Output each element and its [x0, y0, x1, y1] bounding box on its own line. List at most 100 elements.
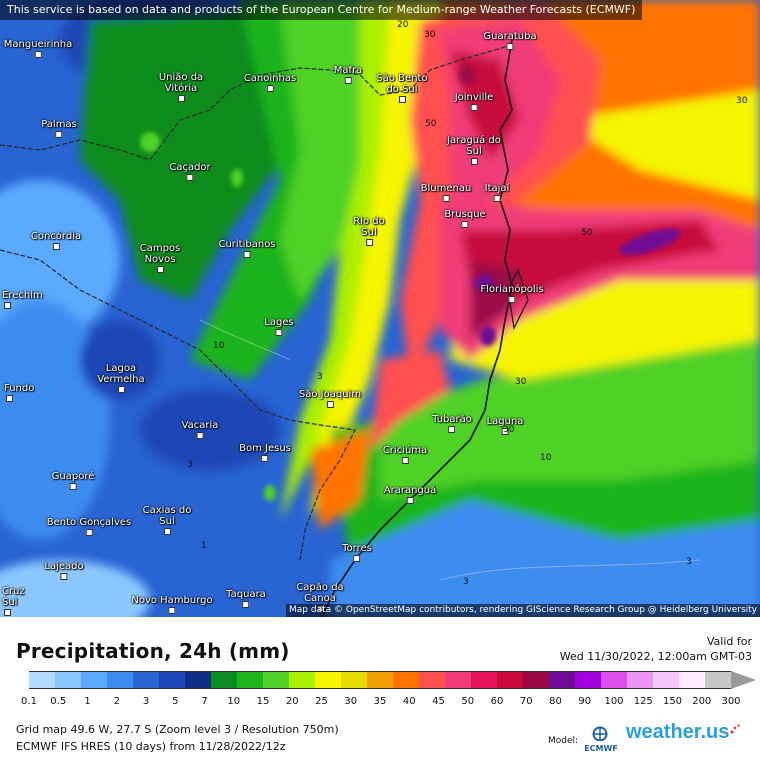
city-label[interactable]: Tubarão [432, 414, 472, 433]
scale-tick-label: 40 [402, 696, 416, 707]
color-swatch [185, 672, 211, 688]
color-swatch [107, 672, 133, 688]
color-swatch [549, 672, 575, 688]
contour-label: 1 [201, 541, 207, 551]
city-label[interactable]: Caçador [169, 162, 211, 181]
color-swatch [393, 672, 419, 688]
color-swatch [315, 672, 341, 688]
city-label[interactable]: Lajeado [44, 561, 84, 580]
city-marker-icon [242, 601, 250, 608]
ecmwf-logo-icon [592, 726, 608, 741]
city-label[interactable]: Bento Gonçalves [47, 517, 131, 536]
city-label[interactable]: Lagoa Vermelha [94, 363, 148, 393]
city-label[interactable]: São Joaquim [299, 389, 361, 408]
scale-tick-label: 25 [315, 696, 328, 707]
contour-label: 1 [123, 519, 129, 529]
weather-us-logo[interactable]: weather.us [626, 721, 741, 744]
city-marker-icon [186, 174, 194, 181]
contour-label: 30 [736, 96, 748, 106]
color-swatch [601, 672, 627, 688]
color-swatch [653, 672, 679, 688]
city-label[interactable]: Lages [264, 317, 294, 336]
city-label[interactable]: São Bento do Sul [369, 73, 435, 103]
scale-tick-label: 30 [344, 696, 358, 707]
scale-tick-label: 7 [201, 696, 208, 707]
city-label[interactable]: Canoinhas [244, 73, 296, 92]
city-label[interactable]: Mangueirinha [4, 39, 72, 58]
logo-main-text: weather. [626, 721, 707, 743]
city-label[interactable]: Caxias do Sul [140, 505, 194, 535]
city-label[interactable]: Criciúma [383, 445, 427, 464]
city-label[interactable]: Guaratuba [483, 31, 537, 50]
scale-tick-label: 15 [256, 696, 270, 707]
color-swatch [445, 672, 471, 688]
city-label[interactable]: Cruz Sul [2, 586, 32, 616]
contour-label: 3 [463, 577, 469, 587]
city-label[interactable]: Guaporé [52, 471, 94, 490]
logo-dots-icon [730, 724, 741, 734]
scale-tick-label: 1 [84, 696, 91, 707]
scale-tick-label: 125 [633, 696, 653, 707]
city-marker-icon [163, 528, 171, 535]
city-marker-icon [6, 395, 13, 402]
scale-tick-label: 2 [113, 696, 120, 707]
city-label[interactable]: Mafra [334, 65, 362, 84]
city-marker-icon [60, 573, 68, 580]
city-marker-icon [156, 266, 164, 273]
city-marker-icon [34, 51, 42, 58]
map-attribution[interactable]: Map data © OpenStreetMap contributors, r… [286, 604, 760, 617]
legend-title: Precipitation, 24h (mm) [16, 639, 290, 663]
city-label[interactable]: Jaraguá do Sul [442, 135, 506, 165]
city-marker-icon [493, 195, 501, 202]
city-marker-icon [266, 85, 274, 92]
city-label[interactable]: Torres [342, 543, 372, 562]
city-label[interactable]: Campos Novos [134, 243, 186, 273]
city-label[interactable]: Erechim [2, 290, 43, 309]
city-label[interactable]: Brusque [444, 209, 486, 228]
scale-tick-label: 90 [578, 696, 592, 707]
precipitation-map[interactable]: This service is based on data and produc… [0, 0, 760, 617]
scale-tick-label: 70 [519, 696, 533, 707]
color-swatch [627, 672, 653, 688]
valid-label: Valid for [706, 635, 752, 648]
city-marker-icon [52, 243, 60, 250]
model-label: Model: [548, 736, 579, 746]
city-label[interactable]: Joinville [455, 92, 493, 111]
city-label[interactable]: Rio do Sul [347, 216, 391, 246]
city-label[interactable]: Vacaria [182, 420, 218, 439]
city-label[interactable]: Novo Hamburgo [131, 595, 213, 614]
city-marker-icon [261, 455, 269, 462]
color-swatch [55, 672, 81, 688]
scale-tick-label: 300 [721, 696, 741, 707]
city-label[interactable]: Florianópolis [480, 284, 544, 303]
color-swatch [367, 672, 393, 688]
city-label[interactable]: Bom Jesus [239, 443, 291, 462]
color-swatches [29, 671, 731, 689]
scale-tick-label: 10 [227, 696, 241, 707]
color-swatch [289, 672, 315, 688]
color-swatch [497, 672, 523, 688]
ecmwf-logo-text: ECMWF [584, 744, 618, 753]
ecmwf-logo[interactable]: ECMWF [583, 725, 619, 755]
color-swatch [263, 672, 289, 688]
city-label[interactable]: Araranguá [384, 485, 436, 504]
city-label[interactable]: Palmas [41, 119, 77, 138]
contour-label: 30 [515, 377, 527, 387]
city-label[interactable]: Curitibanos [218, 239, 276, 258]
city-label[interactable]: Laguna [487, 416, 523, 435]
contour-label: 3 [187, 460, 193, 470]
contour-label: 3 [317, 372, 323, 382]
city-marker-icon [275, 329, 283, 336]
city-label[interactable]: Fundo [4, 383, 34, 402]
scale-tick-labels: 0.1 0.5 1 2 3 5 7 10 15 20 25 30 35 40 45 50 60 70 80 90 100… [21, 696, 741, 710]
city-label[interactable]: Taquara [226, 589, 266, 608]
city-marker-icon [4, 302, 11, 309]
city-label[interactable]: União da Vitória [146, 72, 216, 102]
logo-tld-text: us [706, 721, 730, 743]
scale-right-arrow [731, 671, 756, 689]
city-label[interactable]: Itajaí [485, 183, 509, 202]
city-label[interactable]: Concórdia [31, 231, 81, 250]
color-scale [4, 671, 756, 689]
color-swatch [575, 672, 601, 688]
city-label[interactable]: Blumenau [421, 183, 471, 202]
